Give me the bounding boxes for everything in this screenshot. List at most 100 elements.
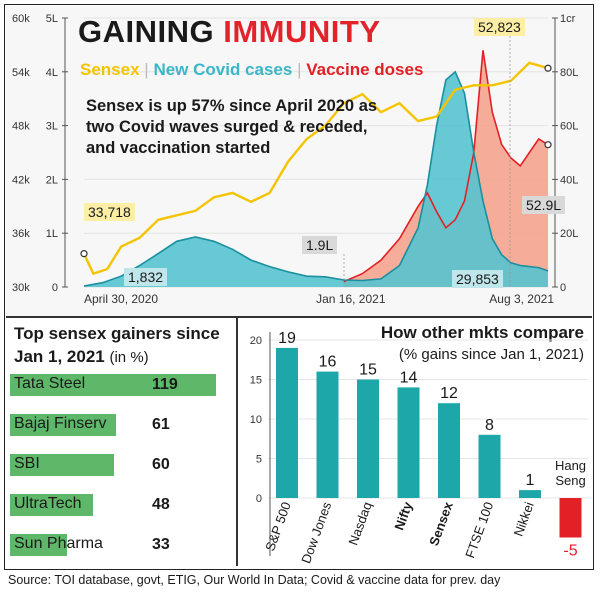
market-category-label: Nikkei — [511, 500, 537, 538]
gainer-value: 61 — [152, 416, 170, 433]
callout-cases-start: 1,832 — [124, 268, 168, 286]
y-tick-sensex: 30k — [12, 282, 30, 294]
vertical-divider — [236, 318, 238, 566]
market-category-label: Nasdaq — [345, 500, 374, 547]
gainer-name: Bajaj Finserv — [14, 415, 107, 432]
markets-title-text: How other mkts compare — [380, 323, 584, 342]
gainer-bar — [10, 454, 114, 476]
sensex-line — [82, 61, 549, 276]
callout-vaccine-peak: 52,823 — [474, 18, 525, 36]
headline: Sensex is up 57% since April 2020 as two… — [86, 97, 378, 157]
market-category-label: Sensex — [426, 499, 456, 548]
gainer-name: UltraTech — [14, 495, 82, 512]
legend-cases: New Covid cases — [153, 60, 293, 79]
y-tick-label: 0 — [256, 493, 262, 505]
gainer-row: UltraTech 48 — [10, 494, 232, 516]
gainer-row: Tata Steel 119 — [10, 374, 232, 396]
callout-sensex-start: 33,718 — [84, 203, 135, 221]
gainer-bar — [10, 414, 116, 436]
markets-title: How other mkts compare (% gains since Ja… — [381, 322, 584, 366]
y-tick-cases: 3L — [46, 121, 58, 133]
x-tick-label: Jan 16, 2021 — [316, 292, 386, 306]
market-bar — [519, 490, 541, 498]
legend-sensex: Sensex — [80, 60, 140, 79]
sensex-end-marker — [544, 64, 552, 72]
gainer-name: SBI — [14, 455, 40, 472]
market-value-label: 15 — [359, 362, 377, 379]
vaccine-end-marker — [544, 141, 552, 149]
market-value-label: 16 — [319, 354, 337, 371]
y-tick-sensex: 48k — [12, 121, 30, 133]
y-tick-vaccine: 60L — [560, 121, 578, 133]
legend-separator: | — [297, 60, 302, 79]
sensex-start-marker — [80, 250, 88, 258]
vaccine-line — [343, 50, 549, 283]
y-tick-sensex: 42k — [12, 174, 30, 186]
y-tick-label: 5 — [256, 454, 262, 466]
y-tick-sensex: 60k — [12, 13, 30, 25]
chart-title: GAINING IMMUNITY — [78, 14, 381, 50]
callout-vaccine-end: 52.9L — [522, 196, 566, 214]
gainer-row: Bajaj Finserv 61 — [10, 414, 232, 436]
gainer-bar — [10, 374, 216, 396]
market-bar — [316, 371, 339, 498]
gainer-bar — [10, 494, 94, 516]
market-value-label: -5 — [563, 543, 577, 560]
market-category-label: Nifty — [391, 499, 415, 532]
gainers-panel: Top sensex gainers since Jan 1, 2021 (in… — [6, 318, 236, 566]
y-tick-cases: 0 — [52, 282, 58, 294]
market-value-label: 12 — [440, 385, 458, 402]
market-bar — [276, 347, 298, 498]
callout-cases-peak: 29,853 — [452, 270, 503, 288]
market-value-label: 14 — [400, 369, 418, 386]
cases-area — [84, 71, 548, 287]
market-bar — [397, 387, 420, 498]
title-part-1: GAINING — [78, 14, 215, 49]
gainer-value: 60 — [152, 456, 170, 473]
y-tick-cases: 1L — [46, 228, 58, 240]
y-tick-cases: 2L — [46, 174, 58, 186]
legend-separator: | — [144, 60, 149, 79]
market-value-label: 1 — [526, 472, 535, 489]
market-category-label: Seng — [555, 473, 585, 488]
market-bar — [357, 379, 379, 498]
y-tick-cases: 4L — [46, 67, 58, 79]
markets-bar-chart: 0 5 10 15 20 19 S&P 500 16 Dow Jones 15 Nasdaq 14 Ni… — [250, 330, 588, 565]
y-tick-vaccine: 1cr — [560, 13, 576, 25]
y-tick-vaccine: 80L — [560, 67, 578, 79]
market-bar — [478, 434, 501, 498]
y-tick-label: 20 — [250, 335, 262, 347]
y-tick-vaccine: 20L — [560, 228, 578, 240]
y-tick-label: 10 — [250, 414, 262, 426]
gainers-title-text: Top sensex gainers since Jan 1, 2021 — [14, 324, 220, 366]
y-tick-vaccine: 40L — [560, 174, 578, 186]
markets-subtitle: (% gains since Jan 1, 2021) — [398, 346, 584, 363]
market-category-label: FTSE 100 — [462, 500, 496, 560]
gainer-row: Sun Pharma 33 — [10, 534, 232, 556]
cases-line — [83, 70, 549, 287]
y-tick-cases: 5L — [46, 13, 58, 25]
source-note: Source: TOI database, govt, ETIG, Our Wo… — [8, 573, 501, 587]
vaccine-area — [343, 50, 548, 287]
market-category-label: Hang — [555, 458, 586, 473]
x-tick-label: April 30, 2020 — [84, 292, 158, 306]
gainer-value: 33 — [152, 536, 170, 553]
chart-frame — [4, 4, 594, 570]
market-bar — [438, 403, 460, 498]
market-value-label: 8 — [485, 417, 494, 434]
y-tick-vaccine: 0 — [560, 282, 566, 294]
gainer-value: 119 — [152, 376, 178, 393]
y-tick-sensex: 54k — [12, 67, 30, 79]
title-part-2: IMMUNITY — [223, 14, 381, 49]
gainers-title: Top sensex gainers since Jan 1, 2021 (in… — [14, 322, 239, 369]
horizontal-divider — [6, 316, 592, 318]
gainer-name: Sun Pharma — [14, 535, 103, 552]
gainer-name: Tata Steel — [14, 375, 86, 392]
callout-cases-trough: 1.9L — [302, 236, 338, 254]
legend: Sensex | New Covid cases | Vaccine doses — [80, 60, 423, 80]
market-bar — [559, 498, 582, 538]
market-category-label: S&P 500 — [262, 500, 294, 553]
market-category-label: Dow Jones — [298, 499, 334, 565]
markets-panel: How other mkts compare (% gains since Ja… — [238, 318, 592, 566]
gainer-row: SBI 60 — [10, 454, 232, 476]
